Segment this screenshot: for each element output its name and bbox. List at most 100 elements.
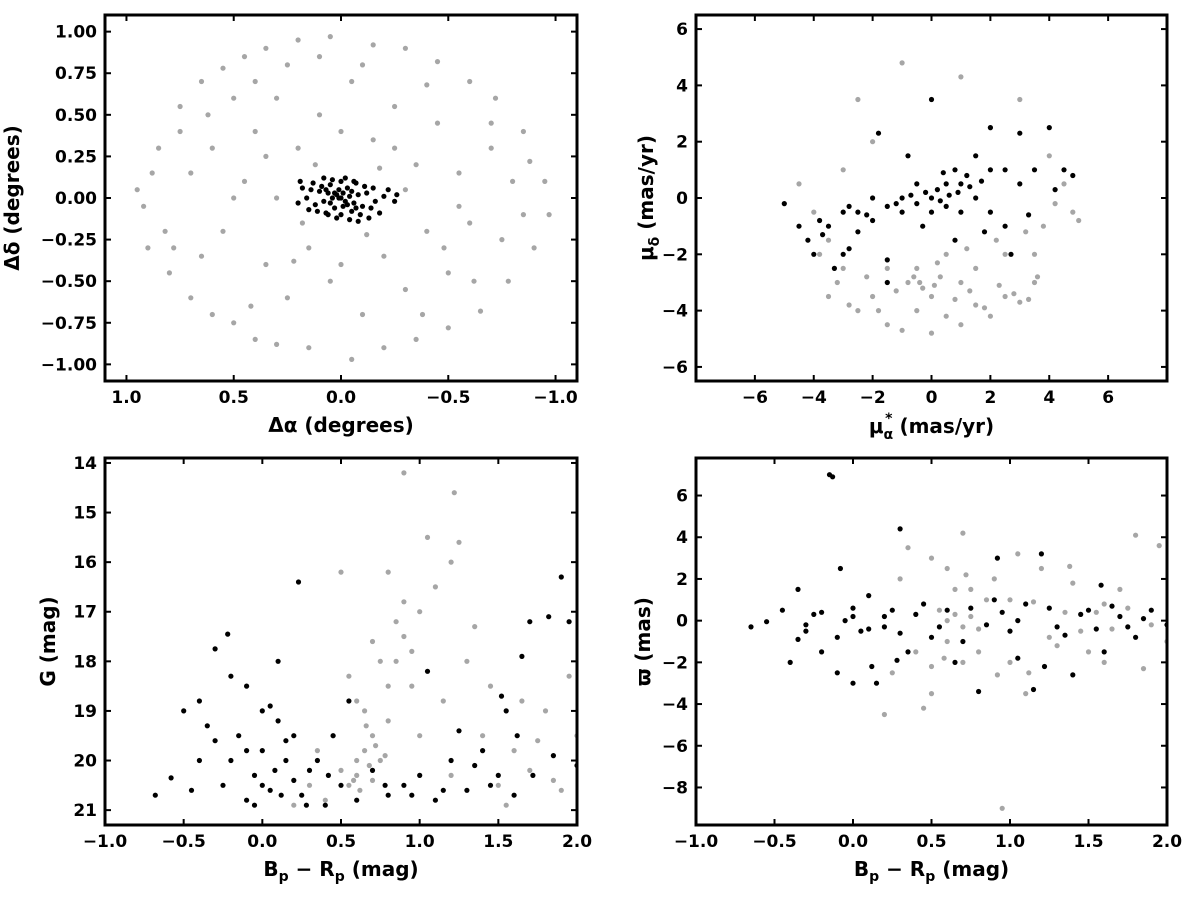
point-pm-1-16	[899, 209, 905, 215]
xtick-label-plx-6: 2.0	[1152, 832, 1182, 852]
point-sky-1-51	[336, 195, 342, 201]
point-plx-1-61	[837, 565, 844, 572]
point-sky-1-24	[338, 212, 344, 218]
point-pm-1-54	[952, 237, 958, 243]
point-sky-1-21	[308, 187, 314, 193]
point-cmd-1-36	[448, 757, 454, 764]
point-sky-0-35	[220, 228, 226, 234]
point-sky-0-14	[295, 37, 301, 43]
point-plx-1-29	[1030, 686, 1037, 693]
ytick-label-cmd-4: 17	[73, 603, 97, 623]
point-plx-0-39	[1078, 628, 1084, 634]
point-sky-0-60	[520, 212, 527, 218]
point-sky-1-29	[314, 208, 320, 214]
ytick-label-plx-0: 6	[676, 487, 688, 507]
point-sky-0-5	[188, 295, 194, 301]
point-cmd-1-59	[409, 792, 415, 798]
point-plx-1-32	[1070, 672, 1076, 678]
point-sky-1-39	[306, 207, 312, 213]
point-cmd-1-48	[196, 698, 202, 704]
point-sky-0-8	[220, 65, 226, 71]
point-pm-0-9	[870, 139, 876, 145]
point-cmd-0-15	[409, 683, 415, 689]
point-pm-0-60	[917, 279, 923, 286]
point-plx-0-17	[1054, 643, 1060, 649]
point-cmd-1-65	[514, 733, 520, 739]
point-sky-1-6	[340, 203, 346, 209]
point-sky-1-18	[364, 190, 370, 196]
point-pm-1-3	[811, 251, 817, 257]
point-pm-0-0	[796, 181, 802, 187]
point-plx-1-41	[819, 609, 825, 615]
point-pm-0-59	[911, 274, 917, 280]
point-cmd-1-25	[322, 802, 328, 808]
point-pm-1-26	[952, 167, 958, 173]
point-pm-1-25	[943, 203, 949, 209]
point-plx-0-34	[952, 586, 958, 593]
point-cmd-0-27	[527, 767, 533, 774]
xtick-label-pm-6: 6	[1102, 388, 1114, 408]
point-cmd-0-57	[363, 723, 369, 729]
point-plx-1-37	[1148, 607, 1154, 613]
point-sky-0-24	[467, 78, 473, 85]
point-cmd-1-34	[424, 668, 431, 674]
point-plx-0-28	[960, 624, 966, 630]
xtick-label-cmd-2: 0.0	[247, 832, 277, 852]
point-cmd-0-20	[448, 559, 454, 565]
panel-cmd: −1.0 −0.5 0.0 0.5 1.0 1.5 2.0 21 20 19 18 17 16 15 14 B…	[36, 454, 592, 885]
point-sky-0-89	[441, 245, 447, 251]
point-sky-0-64	[284, 62, 290, 68]
point-sky-0-1	[145, 245, 151, 251]
point-cmd-1-23	[306, 767, 313, 774]
point-plx-0-42	[1125, 605, 1131, 611]
xtick-label-sky-4: −1.0	[533, 388, 578, 408]
point-plx-1-2	[787, 659, 793, 666]
point-plx-1-50	[983, 622, 990, 628]
point-pm-1-30	[973, 153, 979, 159]
point-sky-1-45	[377, 210, 383, 216]
point-cmd-1-6	[212, 646, 218, 652]
point-plx-0-43	[1148, 622, 1154, 628]
point-plx-0-37	[1046, 634, 1052, 640]
point-cmd-1-46	[566, 619, 572, 625]
point-pm-0-30	[1017, 299, 1023, 305]
point-pm-0-61	[931, 282, 938, 288]
point-pm-0-42	[937, 274, 943, 280]
point-sky-0-81	[312, 162, 318, 168]
point-cmd-0-50	[535, 738, 541, 744]
point-plx-1-59	[1140, 616, 1147, 622]
point-plx-1-53	[1046, 605, 1052, 611]
point-plx-1-58	[1125, 624, 1131, 630]
point-cmd-1-16	[267, 787, 273, 793]
point-pm-0-23	[958, 322, 964, 328]
y-axis-label-pm: μδ (mas/yr)	[634, 135, 663, 261]
ytick-label-sky-2: 0.50	[55, 106, 97, 126]
point-pm-0-31	[1017, 96, 1023, 103]
point-sky-0-45	[349, 78, 355, 85]
point-cmd-1-50	[228, 673, 234, 679]
point-pm-0-5	[840, 265, 846, 271]
point-plx-0-45	[889, 670, 895, 676]
point-plx-0-13	[1007, 597, 1013, 603]
point-sky-1-25	[319, 183, 325, 189]
point-sky-0-85	[205, 112, 211, 118]
point-cmd-0-49	[519, 698, 525, 704]
point-sky-0-59	[509, 178, 516, 184]
point-sky-0-65	[316, 54, 323, 60]
point-sky-1-50	[394, 192, 400, 198]
point-cmd-0-48	[503, 802, 509, 808]
xtick-label-pm-5: 4	[1043, 388, 1055, 408]
point-pm-1-38	[1017, 130, 1023, 136]
point-sky-0-32	[141, 203, 147, 209]
point-pm-0-47	[1011, 291, 1017, 297]
point-cmd-0-14	[401, 599, 407, 605]
ytick-label-pm-2: 2	[676, 133, 688, 153]
point-plx-1-3	[795, 586, 801, 593]
ytick-label-sky-3: 0.25	[55, 147, 97, 167]
series-cmd-1	[152, 574, 577, 808]
point-cmd-0-34	[369, 638, 376, 645]
point-sky-0-22	[434, 59, 441, 65]
point-cmd-0-4	[354, 772, 360, 779]
point-cmd-1-37	[464, 787, 470, 793]
point-sky-0-38	[263, 261, 269, 268]
